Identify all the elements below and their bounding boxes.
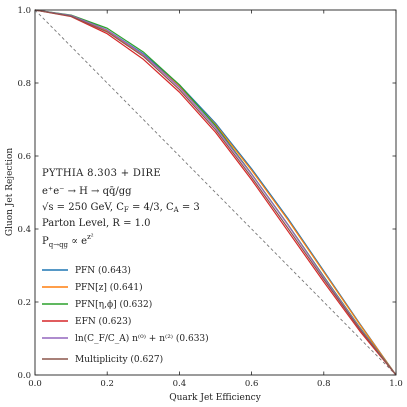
annotation-energy: √s = 250 GeV, CF = 4/3, CA = 3 bbox=[42, 202, 200, 214]
x-tick-label: 0.2 bbox=[100, 379, 114, 389]
plot-area bbox=[34, 9, 397, 376]
x-tick-label: 0.4 bbox=[173, 379, 187, 389]
annotation-block: PYTHIA 8.303 + DIRE e⁺e⁻ → H → qq̄/gg √s… bbox=[42, 168, 200, 249]
y-axis-label: Gluon Jet Rejection bbox=[5, 148, 15, 237]
legend-label-1: PFN (0.643) bbox=[75, 265, 131, 276]
legend-label-3: PFN[η,ϕ] (0.632) bbox=[75, 299, 152, 310]
annotation-level: Parton Level, R = 1.0 bbox=[42, 218, 151, 229]
legend-label-6: Multiplicity (0.627) bbox=[75, 354, 163, 365]
legend-label-5: ln(C_F/C_A) n⁽⁰⁾ + n⁽²⁾ (0.633) bbox=[75, 333, 209, 344]
axes: 0.0 0.2 0.4 0.6 0.8 1.0 0.0 0.2 0.4 0.6 0.8 1.0 bbox=[17, 6, 402, 389]
legend-label-4: EFN (0.623) bbox=[75, 316, 131, 327]
x-tick-label: 0.0 bbox=[28, 379, 42, 389]
annotation-splitting: Pq→qg ∝ ez² bbox=[42, 233, 94, 249]
x-tick-label: 0.6 bbox=[245, 379, 259, 389]
x-tick-label: 0.8 bbox=[317, 379, 331, 389]
y-tick-label: 0.8 bbox=[17, 79, 31, 89]
y-tick-label: 0.2 bbox=[17, 298, 31, 308]
annotation-process: e⁺e⁻ → H → qq̄/gg bbox=[42, 186, 132, 197]
legend-label-2: PFN[z] (0.641) bbox=[75, 282, 143, 293]
y-tick-label: 0.0 bbox=[17, 371, 31, 381]
y-tick-label: 1.0 bbox=[17, 6, 31, 16]
x-tick-label: 1.0 bbox=[389, 379, 403, 389]
y-tick-label: 0.6 bbox=[17, 152, 31, 162]
plot-frame bbox=[34, 9, 397, 376]
annotation-generator: PYTHIA 8.303 + DIRE bbox=[42, 168, 161, 179]
series-line-6 bbox=[34, 9, 397, 376]
series-line-5 bbox=[34, 9, 397, 376]
series-line-4 bbox=[34, 9, 397, 376]
x-axis-label: Quark Jet Efficiency bbox=[169, 393, 261, 403]
y-tick-label: 0.4 bbox=[17, 225, 31, 235]
legend: PFN (0.643) PFN[z] (0.641) PFN[η,ϕ] (0.632… bbox=[42, 265, 209, 365]
